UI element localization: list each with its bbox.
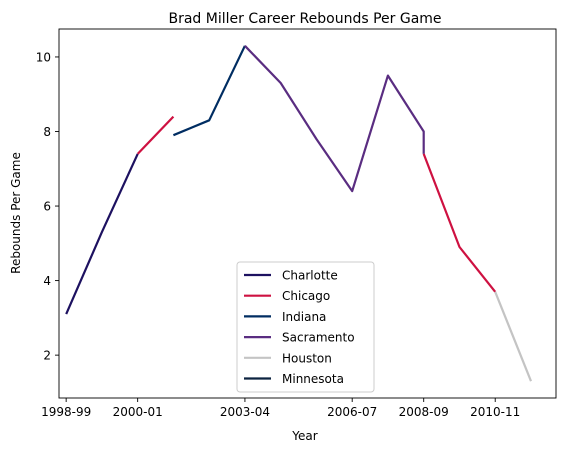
series-line-chicago-4 (422, 153, 497, 293)
y-axis: 2 4 6 8 10 (36, 50, 59, 363)
series-line-indiana-2 (172, 45, 246, 137)
x-tick-label: 1998-99 (41, 405, 91, 419)
legend: Charlotte Chicago Indiana Sacramento Houston… (236, 261, 375, 393)
series-line-houston-5 (494, 291, 533, 382)
x-axis-label: Year (291, 429, 317, 443)
chart-title: Brad Miller Career Rebounds Per Game (168, 11, 441, 27)
y-tick-label: 6 (43, 200, 51, 214)
y-axis-label: Rebounds Per Game (9, 152, 23, 274)
x-tick-label: 2006-07 (327, 405, 377, 419)
legend-label-sacramento: Sacramento (282, 331, 355, 345)
legend-label-houston: Houston (282, 351, 332, 365)
plot-frame (58, 28, 557, 399)
plot-lines (65, 45, 533, 382)
x-tick-label: 2003-04 (220, 405, 270, 419)
x-tick-label: 2000-01 (113, 405, 163, 419)
series-line-sacramento-3 (244, 45, 425, 193)
legend-label-charlotte: Charlotte (282, 269, 338, 283)
legend-label-chicago: Chicago (282, 289, 330, 303)
legend-label-minnesota: Minnesota (282, 372, 344, 386)
legend-box (236, 261, 375, 393)
x-tick-label: 2010-11 (470, 405, 520, 419)
series-line-charlotte-0 (65, 153, 139, 315)
y-tick-label: 2 (43, 349, 51, 363)
x-axis: 1998-99 2000-01 2003-04 2006-07 2008-09 2010-… (41, 398, 520, 419)
y-tick-label: 10 (36, 50, 51, 64)
y-tick-label: 8 (43, 125, 51, 139)
series-line-chicago-1 (136, 115, 175, 155)
x-tick-label: 2008-09 (399, 405, 449, 419)
y-tick-label: 4 (43, 274, 51, 288)
legend-label-indiana: Indiana (282, 310, 326, 324)
